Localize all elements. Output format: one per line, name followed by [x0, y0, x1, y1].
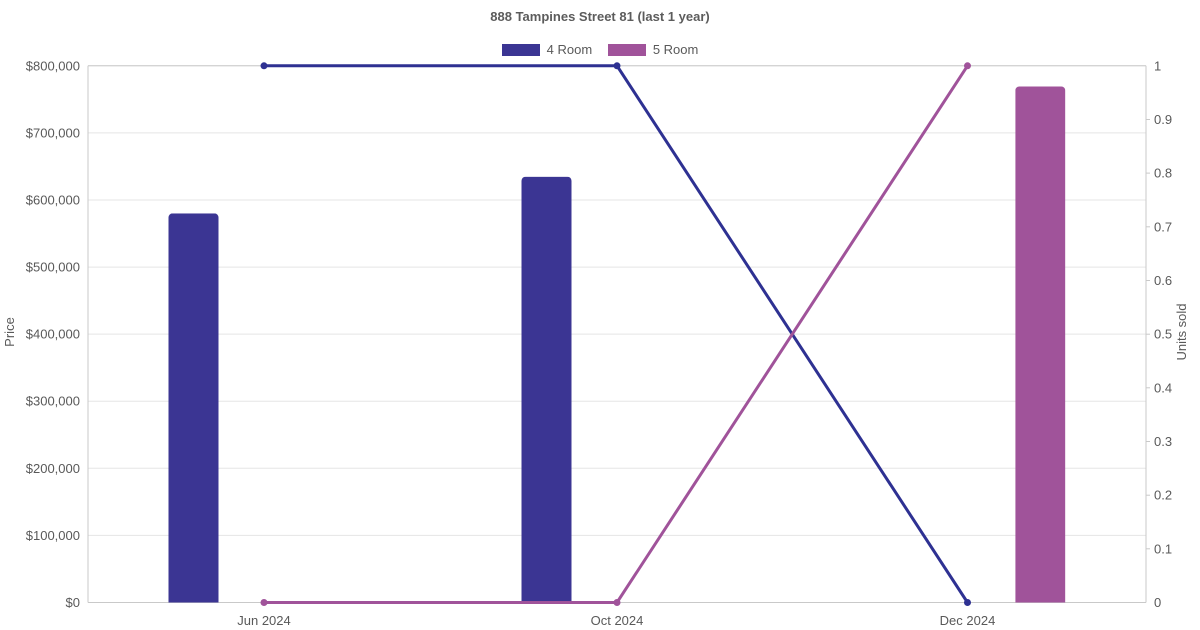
svg-text:Dec 2024: Dec 2024 [940, 613, 996, 628]
svg-text:Oct 2024: Oct 2024 [591, 613, 644, 628]
svg-text:$500,000: $500,000 [26, 260, 80, 275]
svg-text:0.7: 0.7 [1154, 219, 1172, 234]
svg-text:0.6: 0.6 [1154, 273, 1172, 288]
svg-text:$700,000: $700,000 [26, 125, 80, 140]
svg-text:Jun 2024: Jun 2024 [237, 613, 291, 628]
svg-text:$400,000: $400,000 [26, 327, 80, 342]
svg-text:$300,000: $300,000 [26, 394, 80, 409]
svg-text:0.9: 0.9 [1154, 112, 1172, 127]
svg-text:0.1: 0.1 [1154, 541, 1172, 556]
svg-text:$800,000: $800,000 [26, 58, 80, 73]
svg-text:1: 1 [1154, 58, 1161, 73]
svg-text:$200,000: $200,000 [26, 461, 80, 476]
svg-text:$600,000: $600,000 [26, 193, 80, 208]
svg-text:0.2: 0.2 [1154, 488, 1172, 503]
svg-text:0.5: 0.5 [1154, 327, 1172, 342]
svg-text:0.4: 0.4 [1154, 380, 1172, 395]
svg-text:0.8: 0.8 [1154, 166, 1172, 181]
svg-text:Units sold: Units sold [1174, 303, 1189, 360]
svg-text:Price: Price [2, 317, 17, 347]
svg-text:$0: $0 [66, 595, 80, 610]
svg-text:0.3: 0.3 [1154, 434, 1172, 449]
svg-text:$100,000: $100,000 [26, 528, 80, 543]
svg-text:0: 0 [1154, 595, 1161, 610]
